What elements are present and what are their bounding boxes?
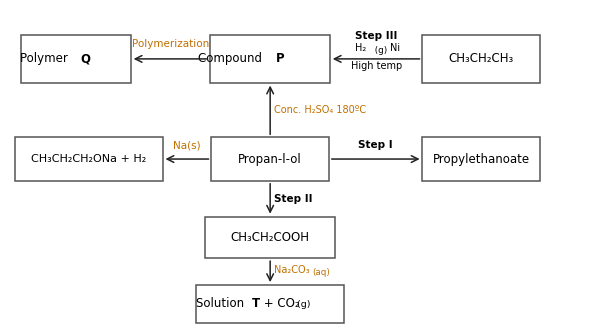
FancyBboxPatch shape	[211, 35, 330, 83]
FancyBboxPatch shape	[21, 35, 131, 83]
Text: (g): (g)	[294, 300, 310, 309]
Text: Propylethanoate: Propylethanoate	[433, 153, 530, 165]
Text: Na(s): Na(s)	[173, 140, 201, 150]
Text: H₂: H₂	[355, 43, 366, 53]
Text: Step I: Step I	[359, 140, 393, 150]
Text: Q: Q	[80, 52, 90, 65]
Text: Propan-l-ol: Propan-l-ol	[238, 153, 302, 165]
FancyBboxPatch shape	[15, 137, 163, 181]
Text: Conc. H₂SO₄ 180ºC: Conc. H₂SO₄ 180ºC	[274, 105, 366, 115]
Text: CH₃CH₂CH₃: CH₃CH₂CH₃	[449, 52, 514, 65]
Text: (g): (g)	[372, 46, 387, 55]
Text: Polymerization: Polymerization	[132, 39, 209, 49]
Text: P: P	[276, 52, 285, 65]
Text: Ni: Ni	[390, 43, 400, 53]
FancyBboxPatch shape	[206, 216, 335, 258]
Text: CH₃CH₂COOH: CH₃CH₂COOH	[231, 231, 310, 244]
Text: High temp: High temp	[351, 61, 402, 71]
FancyBboxPatch shape	[211, 137, 329, 181]
Text: Na₂CO₃: Na₂CO₃	[274, 265, 310, 275]
Text: Step III: Step III	[355, 31, 397, 41]
Text: + CO₂: + CO₂	[260, 297, 300, 310]
Text: Solution: Solution	[196, 297, 248, 310]
Text: T: T	[252, 297, 260, 310]
Text: Polymer: Polymer	[20, 52, 72, 65]
FancyBboxPatch shape	[422, 137, 540, 181]
FancyBboxPatch shape	[422, 35, 540, 83]
Text: Step II: Step II	[274, 194, 313, 204]
Text: Compound: Compound	[198, 52, 266, 65]
FancyBboxPatch shape	[196, 285, 344, 323]
Text: (aq): (aq)	[312, 268, 330, 277]
Text: CH₃CH₂CH₂ONa + H₂: CH₃CH₂CH₂ONa + H₂	[31, 154, 147, 164]
